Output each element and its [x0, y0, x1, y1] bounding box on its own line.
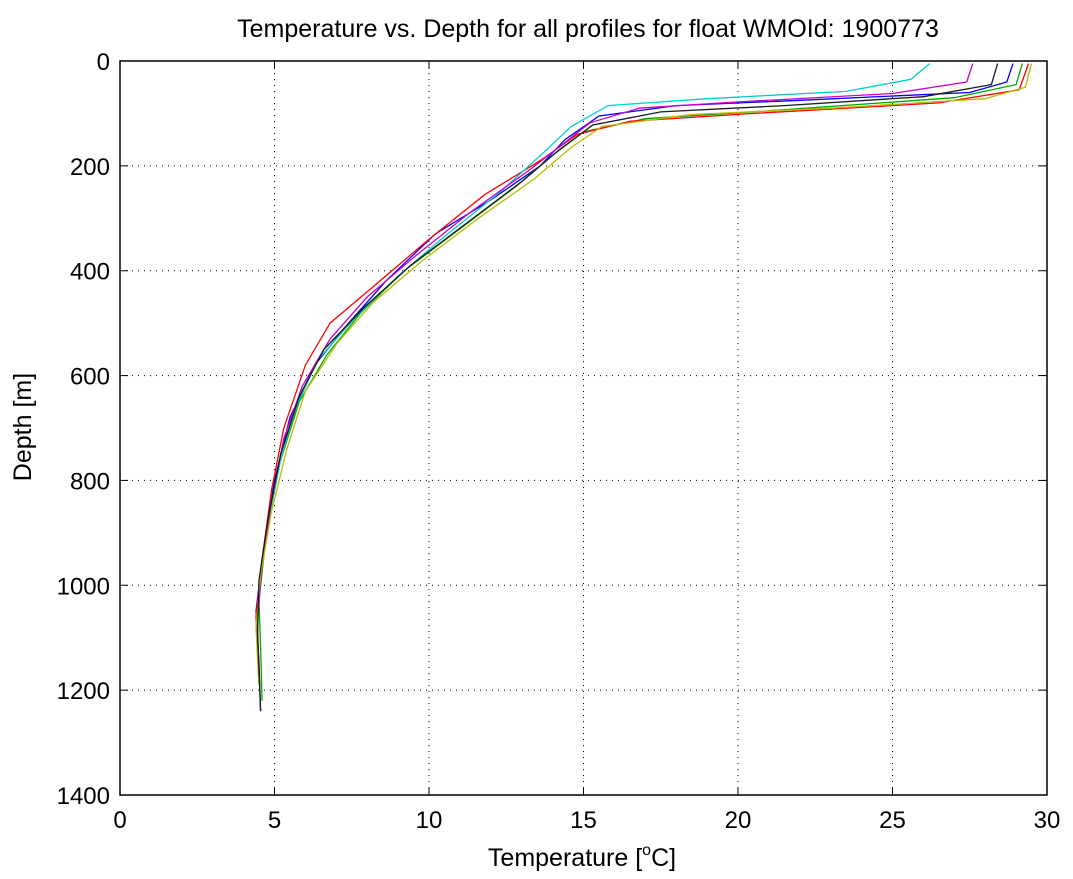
chart-title: Temperature vs. Depth for all profiles f… — [237, 15, 939, 43]
x-tick-label: 15 — [570, 807, 597, 834]
y-tick-label: 200 — [70, 154, 110, 181]
x-tick-label: 10 — [416, 807, 443, 834]
x-axis-label-superscript: o — [642, 842, 651, 859]
temperature-profile-line — [255, 63, 1014, 712]
temperature-profile-line — [255, 63, 1033, 685]
y-tick-label: 0 — [97, 49, 110, 76]
x-tick-label: 0 — [113, 807, 126, 834]
y-axis-label: Depth [m] — [9, 373, 37, 481]
y-tick-label: 400 — [70, 259, 110, 286]
y-axis-ticks: 0 200 400 600 800 1000 1200 1400 — [57, 49, 1047, 810]
grid-lines — [120, 61, 1047, 795]
x-tick-label: 5 — [268, 807, 281, 834]
y-tick-label: 600 — [70, 364, 110, 391]
temperature-profile-line — [256, 63, 999, 712]
y-tick-label: 1400 — [57, 783, 110, 810]
x-tick-label: 20 — [725, 807, 752, 834]
temperature-profile-line — [256, 63, 974, 675]
profile-lines — [255, 63, 1033, 712]
temperature-profile-line — [256, 63, 931, 680]
y-tick-label: 800 — [70, 468, 110, 495]
temperature-profile-line — [258, 63, 1023, 701]
x-axis-label-suffix: C] — [651, 844, 676, 872]
x-tick-label: 25 — [879, 807, 906, 834]
x-axis-label-prefix: Temperature [ — [488, 844, 642, 872]
x-axis-ticks: 0 5 10 15 20 25 30 — [113, 61, 1060, 834]
temperature-profile-line — [255, 63, 1030, 685]
x-tick-label: 30 — [1034, 807, 1061, 834]
y-tick-label: 1200 — [57, 678, 110, 705]
x-axis-label: Temperature [oC] — [488, 842, 676, 872]
y-tick-label: 1000 — [57, 573, 110, 600]
